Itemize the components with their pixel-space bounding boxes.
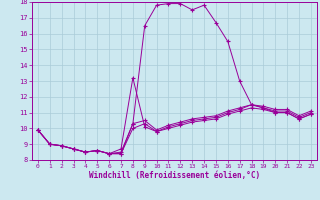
- X-axis label: Windchill (Refroidissement éolien,°C): Windchill (Refroidissement éolien,°C): [89, 171, 260, 180]
